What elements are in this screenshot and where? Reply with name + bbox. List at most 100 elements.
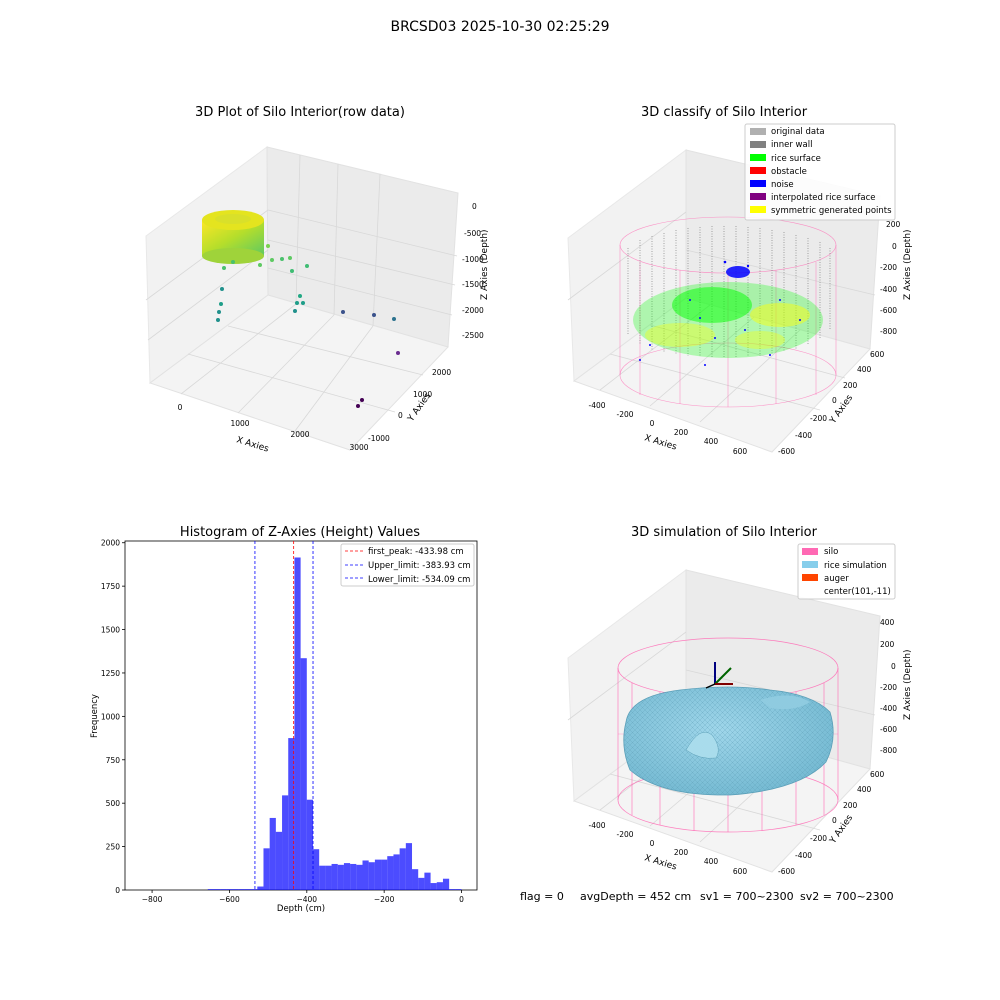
cls-x-ticks: -400 -200 0 200 400 600 <box>588 401 747 456</box>
cls-y-ticks: -600 -400 -200 0 200 400 600 <box>778 350 885 456</box>
cls-z-tick: 200 <box>886 220 901 229</box>
cls-legend-swatch-wall <box>750 141 766 148</box>
sim-z-tick: -800 <box>880 746 897 755</box>
hist-bar <box>319 865 326 890</box>
hist-bar <box>232 889 239 890</box>
sim-y-tick: 200 <box>843 801 858 810</box>
cls-z-ticks: 200 0 -200 -400 -600 -800 <box>880 220 901 336</box>
raw-x-tick: 2000 <box>290 430 309 439</box>
sim-y-tick: 400 <box>857 785 872 794</box>
hist-x-tick: 0 <box>459 895 464 904</box>
cls-legend-swatch-interp <box>750 193 766 200</box>
sim-z-tick: -400 <box>880 704 897 713</box>
sim-x-ticks: -400 -200 0 200 400 600 <box>588 821 747 876</box>
cls-z-tick: -200 <box>880 263 897 272</box>
hist-bar <box>387 856 394 890</box>
hist-bar <box>306 799 313 890</box>
status-footer: flag = 0 avgDepth = 452 cm sv1 = 700~230… <box>520 890 894 903</box>
hist-bar <box>288 738 295 890</box>
cls-y-tick: 0 <box>832 396 837 405</box>
sim-y-ticks: -600 -400 -200 0 200 400 600 <box>778 770 885 876</box>
raw-y-tick: 0 <box>398 411 403 420</box>
panel-simulation-3d: 3D simulation of Silo Interior <box>567 525 913 876</box>
hist-legend-upper: Upper_limit: -383.93 cm <box>368 561 471 571</box>
hist-bar <box>430 883 437 890</box>
sim-legend-swatch-silo <box>802 548 818 555</box>
status-sv1: sv1 = 700~2300 <box>700 890 794 903</box>
cls-x-tick: 0 <box>650 419 655 428</box>
cls-legend-original: original data <box>771 127 825 137</box>
hist-bar <box>449 889 456 890</box>
hist-bar <box>455 889 462 890</box>
hist-bar <box>442 878 450 890</box>
hist-bar <box>238 889 245 890</box>
hist-bar <box>337 864 344 890</box>
sim-auger <box>705 662 733 689</box>
hist-y-tick: 750 <box>106 756 121 765</box>
cls-x-tick: 200 <box>674 428 689 437</box>
hist-y-label: Frequency <box>90 694 100 738</box>
raw-x-ticks: 0 1000 2000 3000 <box>178 403 369 452</box>
raw-y-tick: -1000 <box>368 434 390 443</box>
raw-outlier-points <box>216 244 400 408</box>
hist-bar <box>226 889 233 890</box>
cls-legend-swatch-obstacle <box>750 167 766 174</box>
sim-y-tick: 0 <box>832 816 837 825</box>
sim-x-tick: 400 <box>704 857 719 866</box>
hist-y-tick: 250 <box>106 843 121 852</box>
hist-bar <box>244 889 252 890</box>
cls-z-tick: -400 <box>880 285 897 294</box>
hist-bar <box>343 863 351 890</box>
hist-bar <box>399 848 406 890</box>
sim-y-tick: -200 <box>810 834 827 843</box>
hist-bar <box>220 889 227 890</box>
hist-bar <box>312 849 320 890</box>
raw-z-tick: -1500 <box>462 280 484 289</box>
raw-rice-points <box>202 210 264 264</box>
sim-z-ticks: 400 200 0 -200 -400 -600 -800 <box>880 618 897 755</box>
hist-bar <box>424 872 431 890</box>
hist-x-tick: −600 <box>219 895 240 904</box>
sim-x-tick: 200 <box>674 848 689 857</box>
hist-bar <box>350 863 357 890</box>
cls-x-tick: 600 <box>733 447 748 456</box>
hist-bar <box>405 843 413 890</box>
sim-legend-swatch-auger <box>802 574 818 581</box>
cls-y-tick: 400 <box>857 365 872 374</box>
hist-bar <box>368 862 375 890</box>
raw-floor-pane <box>148 294 449 451</box>
hist-bar <box>393 854 400 890</box>
sim-x-tick: -400 <box>588 821 605 830</box>
hist-y-tick: 1750 <box>101 582 120 591</box>
sim-title: 3D simulation of Silo Interior <box>631 525 818 540</box>
sim-legend-silo: silo <box>824 547 838 557</box>
raw-y-ticks: -1000 0 1000 2000 <box>368 368 451 443</box>
hist-bar <box>436 882 443 890</box>
hist-y-tick: 2000 <box>101 539 120 548</box>
cls-legend-obstacle: obstacle <box>771 167 807 177</box>
cls-y-tick: 600 <box>870 350 885 359</box>
status-flag: flag = 0 <box>520 890 564 903</box>
hist-x-tick: −800 <box>142 895 163 904</box>
hist-legend-peak: first_peak: -433.98 cm <box>368 547 464 557</box>
hist-bar <box>356 864 363 890</box>
cls-y-tick: -400 <box>795 431 812 440</box>
sim-legend-center: center(101,-11) <box>824 587 891 597</box>
hist-bar <box>207 889 214 890</box>
cls-x-tick: -400 <box>588 401 605 410</box>
cls-legend-swatch-sym <box>750 206 766 213</box>
raw-z-tick: 0 <box>472 202 477 211</box>
sim-y-tick: -400 <box>795 851 812 860</box>
cls-z-label: Z Axies (Depth) <box>903 229 913 300</box>
cls-legend: original data inner wall rice surface ob… <box>744 123 896 221</box>
figure-suptitle: BRCSD03 2025-10-30 02:25:29 <box>390 19 609 35</box>
cls-grid <box>567 211 876 423</box>
cls-legend-swatch-noise <box>750 180 766 187</box>
sim-legend: silo rice simulation auger center(101,-1… <box>797 543 896 600</box>
cls-rice-surface <box>633 282 823 358</box>
hist-bar <box>300 658 307 890</box>
sim-z-tick: 0 <box>891 662 896 671</box>
sim-x-tick: -200 <box>616 830 633 839</box>
cls-floor-pane <box>572 297 871 453</box>
hist-bar <box>251 889 258 890</box>
